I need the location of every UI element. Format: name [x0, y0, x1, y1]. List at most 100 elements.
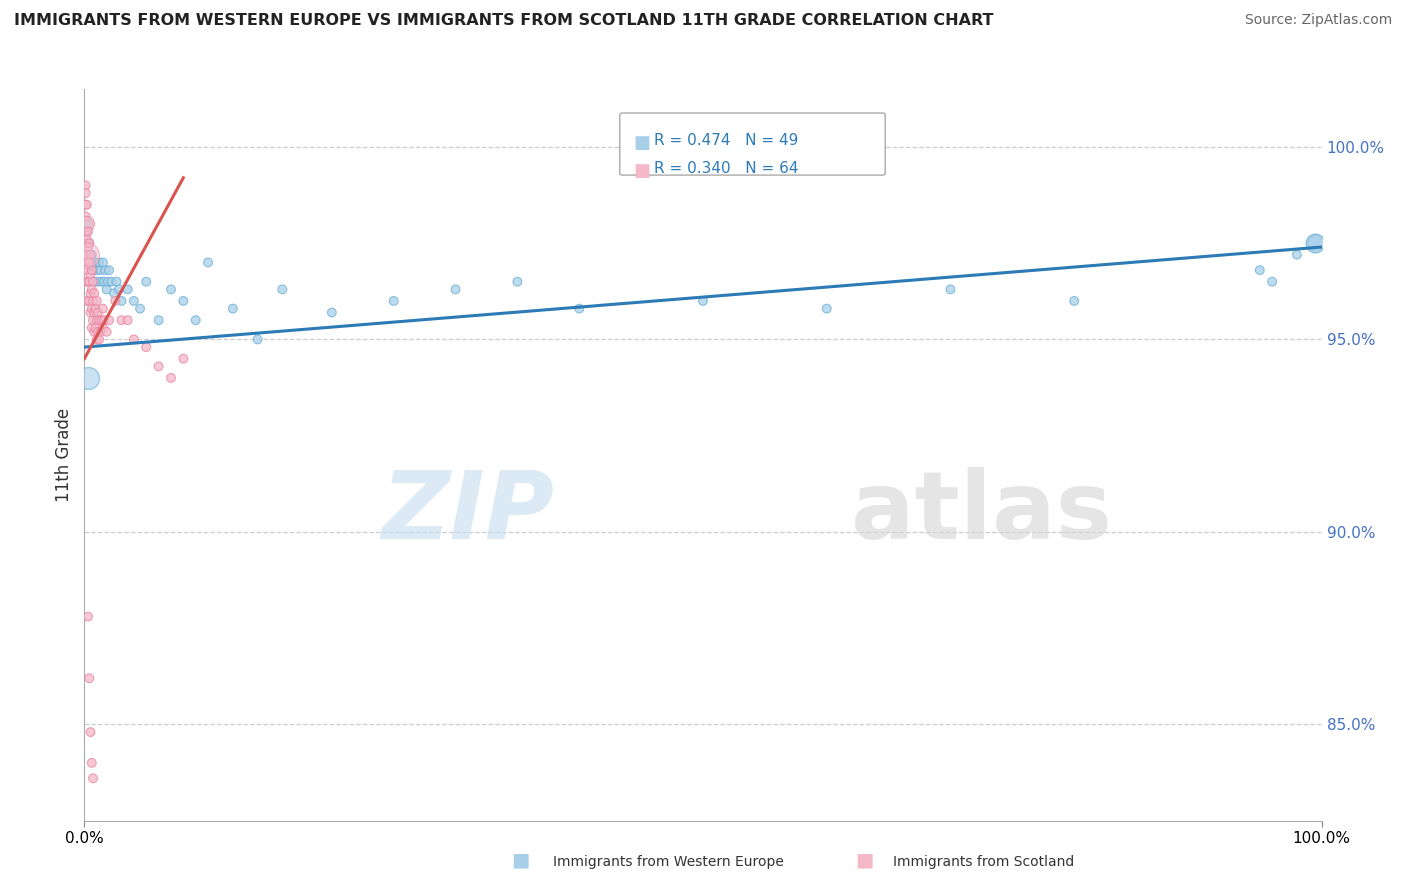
Text: IMMIGRANTS FROM WESTERN EUROPE VS IMMIGRANTS FROM SCOTLAND 11TH GRADE CORRELATIO: IMMIGRANTS FROM WESTERN EUROPE VS IMMIGR… — [14, 13, 994, 29]
Point — [93, 275, 115, 289]
Point — [77, 255, 100, 269]
Point — [80, 248, 103, 262]
Point — [93, 313, 115, 327]
Point — [80, 301, 103, 316]
Point — [76, 197, 98, 211]
Point — [148, 359, 170, 374]
Point — [939, 282, 962, 296]
Point — [76, 225, 98, 239]
Point — [104, 293, 127, 308]
Point — [110, 293, 132, 308]
Point — [94, 263, 117, 277]
Point — [76, 217, 98, 231]
Point — [83, 325, 105, 339]
Point — [76, 232, 98, 246]
Point — [79, 305, 101, 319]
Point — [82, 293, 104, 308]
Point — [117, 282, 139, 296]
Point — [77, 240, 100, 254]
Point — [98, 313, 121, 327]
Point — [79, 236, 101, 251]
Point — [80, 282, 103, 296]
Point — [815, 301, 838, 316]
Point — [160, 371, 183, 385]
Text: ZIP: ZIP — [381, 467, 554, 559]
Point — [246, 333, 269, 347]
Point — [75, 178, 97, 193]
Point — [110, 313, 132, 327]
Point — [1063, 293, 1085, 308]
Point — [122, 293, 145, 308]
Point — [184, 313, 207, 327]
Point — [75, 248, 97, 262]
Point — [506, 275, 529, 289]
Point — [382, 293, 405, 308]
Point — [82, 772, 104, 786]
Point — [1249, 263, 1271, 277]
Point — [76, 263, 98, 277]
Point — [75, 225, 97, 239]
Point — [80, 321, 103, 335]
Point — [87, 275, 110, 289]
Point — [89, 325, 111, 339]
Point — [117, 313, 139, 327]
Point — [77, 371, 100, 385]
Point — [79, 255, 101, 269]
Text: R = 0.340   N = 64: R = 0.340 N = 64 — [654, 161, 799, 177]
Point — [97, 275, 120, 289]
Point — [160, 282, 183, 296]
Text: ■: ■ — [634, 134, 651, 152]
Point — [86, 313, 108, 327]
Point — [79, 248, 101, 262]
Point — [91, 255, 114, 269]
Point — [82, 313, 104, 327]
Point — [79, 275, 101, 289]
Point — [172, 351, 194, 366]
Point — [86, 263, 108, 277]
Point — [692, 293, 714, 308]
Point — [84, 321, 107, 335]
Text: R = 0.474   N = 49: R = 0.474 N = 49 — [654, 133, 797, 148]
Point — [91, 321, 114, 335]
Text: ■: ■ — [634, 162, 651, 180]
Point — [105, 275, 128, 289]
Point — [83, 286, 105, 301]
Point — [103, 286, 125, 301]
Point — [84, 255, 107, 269]
Point — [79, 293, 101, 308]
Point — [100, 275, 122, 289]
Point — [90, 313, 112, 327]
Point — [79, 255, 101, 269]
Point — [197, 255, 219, 269]
Point — [87, 305, 110, 319]
Point — [84, 301, 107, 316]
Y-axis label: 11th Grade: 11th Grade — [55, 408, 73, 502]
Point — [271, 282, 294, 296]
Text: atlas: atlas — [852, 467, 1112, 559]
Point — [76, 275, 98, 289]
Point — [444, 282, 467, 296]
Point — [135, 275, 157, 289]
Point — [89, 255, 111, 269]
Point — [83, 275, 105, 289]
Point — [76, 248, 98, 262]
Point — [122, 333, 145, 347]
Point — [89, 313, 111, 327]
Point — [96, 325, 118, 339]
Point — [91, 301, 114, 316]
Point — [86, 293, 108, 308]
Point — [148, 313, 170, 327]
Point — [1305, 236, 1327, 251]
Point — [89, 333, 111, 347]
Text: Source: ZipAtlas.com: Source: ZipAtlas.com — [1244, 13, 1392, 28]
Point — [108, 282, 131, 296]
Point — [79, 286, 101, 301]
Point — [87, 325, 110, 339]
Point — [79, 725, 101, 739]
Point — [1305, 236, 1327, 251]
Point — [86, 333, 108, 347]
Point — [77, 275, 100, 289]
Point — [568, 301, 591, 316]
Point — [77, 225, 100, 239]
Point — [98, 263, 121, 277]
